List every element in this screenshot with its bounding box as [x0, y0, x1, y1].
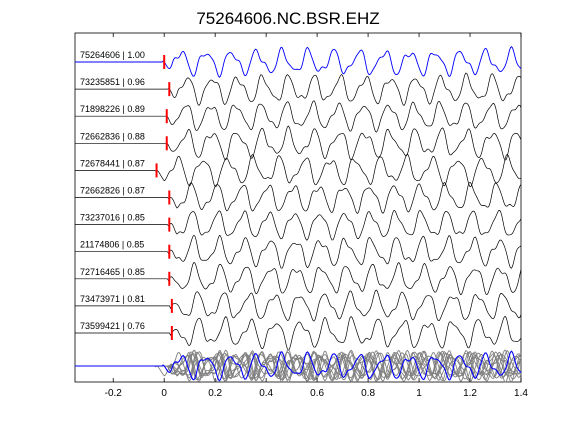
overlay-stack: [75, 348, 522, 384]
x-tick-label: 0: [161, 388, 167, 399]
trace-line: [75, 125, 522, 161]
trace-label: 73237016 | 0.85: [80, 213, 145, 223]
trace-line: [75, 315, 522, 351]
trace-label: 73599421 | 0.76: [80, 321, 145, 331]
trace-line: [75, 72, 522, 106]
trace-line: [75, 209, 522, 241]
x-tick-label: 0.8: [361, 388, 375, 399]
x-tick-label: -0.2: [105, 388, 123, 399]
x-tick-label: 1.4: [514, 388, 528, 399]
trace-label: 71898226 | 0.89: [80, 104, 145, 114]
plot-area: [74, 32, 522, 383]
trace-group: 75264606 | 1.00 73235851 | 0.96 71898226 |…: [75, 46, 522, 351]
x-tick-label: 1.2: [463, 388, 477, 399]
overlay-reference-trace: [75, 350, 522, 382]
trace-line: [75, 46, 522, 78]
trace-line: [75, 234, 522, 269]
trace-label: 21174806 | 0.85: [80, 240, 144, 250]
trace-label: 72678441 | 0.87: [80, 158, 145, 168]
trace-line: [75, 289, 522, 322]
trace-line: [75, 153, 522, 188]
trace-line: [75, 181, 522, 215]
trace-label: 73473971 | 0.81: [80, 294, 145, 304]
trace-label: 72716465 | 0.85: [80, 267, 145, 277]
trace-label: 73235851 | 0.96: [80, 77, 145, 87]
x-tick-label: 0.4: [259, 388, 273, 399]
x-tick-label: 0.2: [208, 388, 222, 399]
trace-label: 72662826 | 0.87: [80, 186, 145, 196]
trace-label: 72662836 | 0.88: [80, 131, 145, 141]
trace-line: [75, 261, 522, 296]
trace-line: [75, 100, 522, 133]
chart-title: 75264606.NC.BSR.EHZ: [196, 9, 379, 28]
x-axis: -0.2 0 0.2 0.4 0.6 0.8 1 1.2 1.4: [105, 33, 528, 399]
x-tick-label: 0.6: [310, 388, 324, 399]
trace-label: 75264606 | 1.00: [80, 50, 145, 60]
x-tick-label: 1: [416, 388, 422, 399]
